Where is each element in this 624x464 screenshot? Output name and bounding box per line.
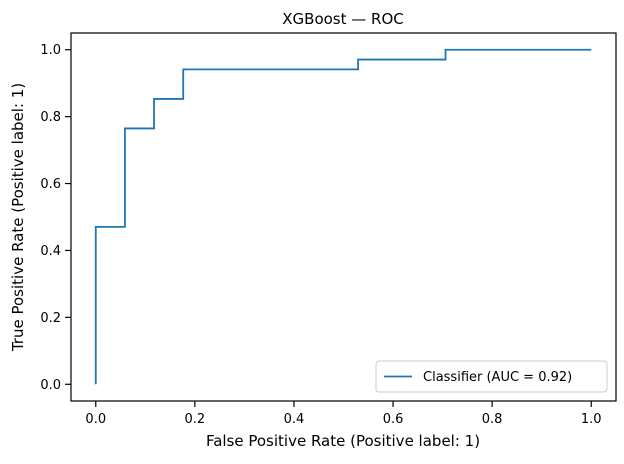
y-tick-label: 0.8 [40, 110, 61, 125]
y-tick-label: 0.4 [40, 244, 61, 259]
plot-area: 0.0 0.2 0.4 0.6 0.8 1.0 0.0 0.2 0.4 0.6 0.8 1.0 [40, 32, 617, 427]
y-tick-label: 1.0 [40, 43, 61, 58]
y-tick-label: 0.2 [40, 311, 61, 326]
x-tick-label: 0.6 [383, 412, 404, 427]
legend-entry-label: Classifier (AUC = 0.92) [423, 370, 572, 385]
y-axis-label: True Positive Rate (Positive label: 1) [9, 83, 27, 352]
plot-frame [70, 32, 617, 402]
roc-curve-line [94, 48, 592, 385]
x-tick-label: 0.0 [85, 412, 106, 427]
chart-title: XGBoost — ROC [282, 10, 403, 28]
x-axis-label: False Positive Rate (Positive label: 1) [206, 432, 480, 450]
x-tick-label: 0.8 [482, 412, 503, 427]
x-tick-label: 0.4 [284, 412, 305, 427]
x-tick-label: 0.2 [185, 412, 206, 427]
legend: Classifier (AUC = 0.92) [375, 360, 608, 393]
y-tick-label: 0.0 [40, 378, 61, 393]
legend-box [375, 360, 608, 393]
y-tick-label: 0.6 [40, 177, 61, 192]
x-tick-label: 1.0 [581, 412, 602, 427]
